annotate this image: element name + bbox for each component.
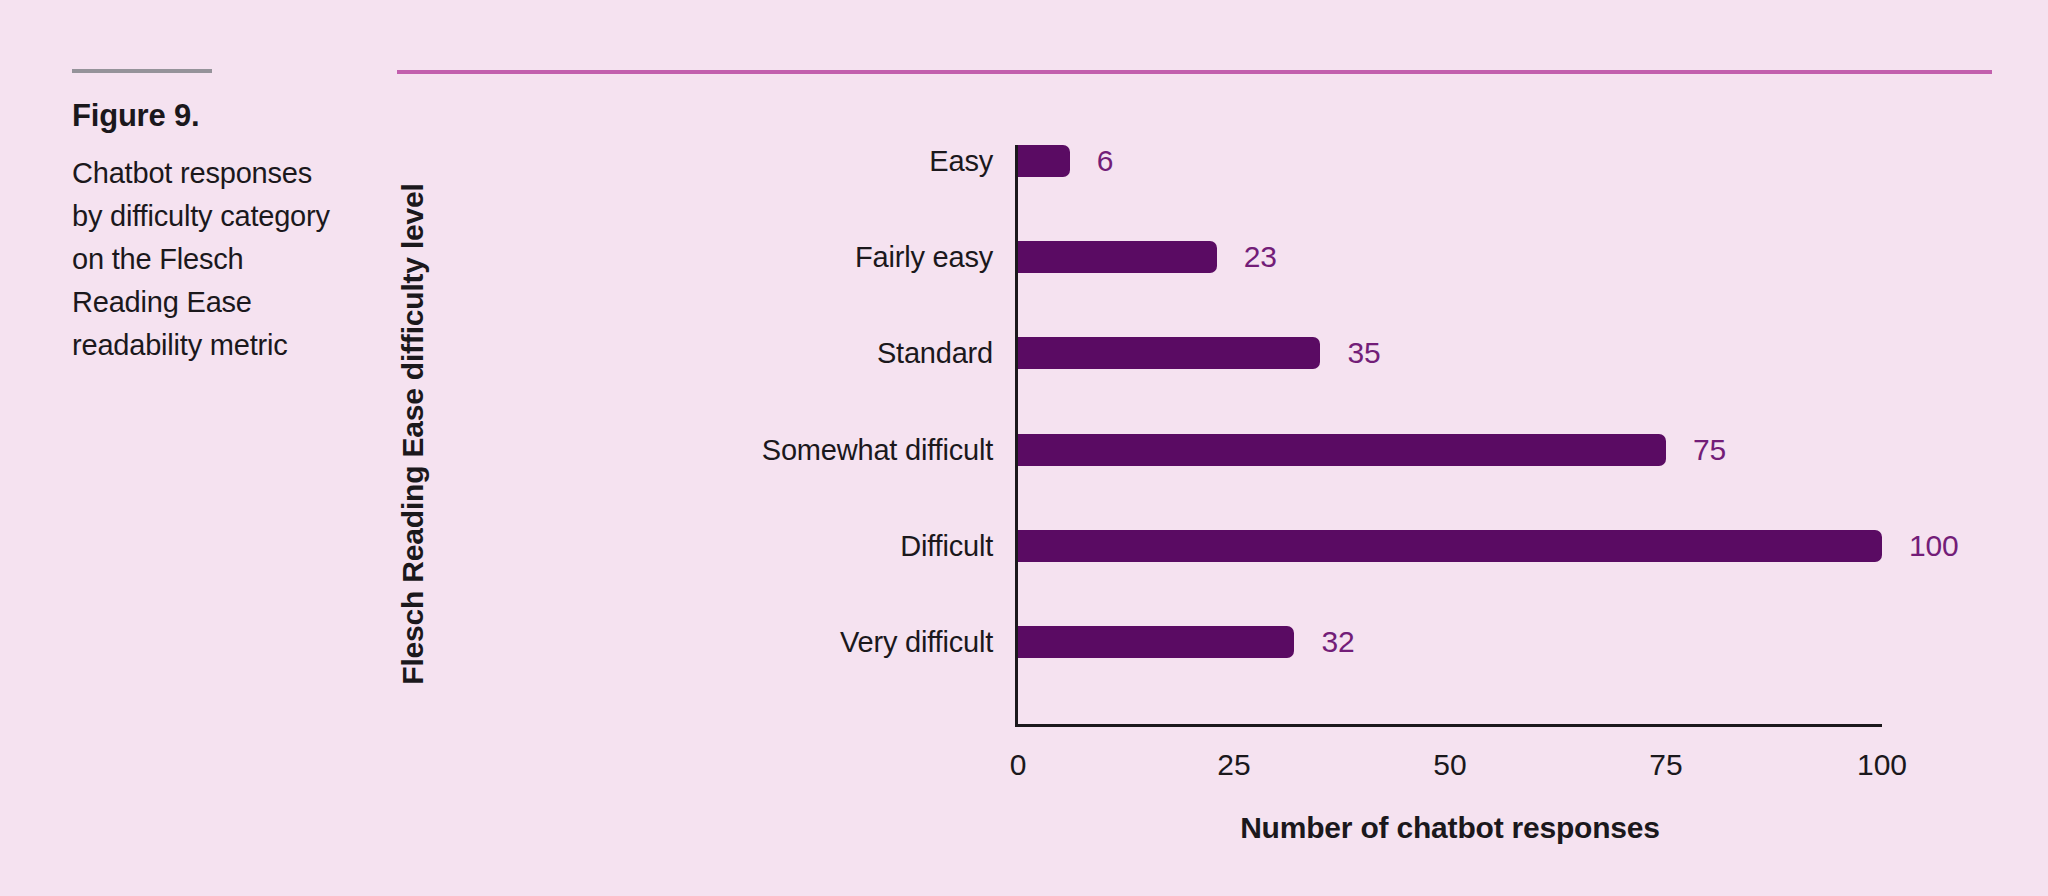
value-label: 32 bbox=[1321, 627, 1354, 657]
bar bbox=[1018, 434, 1666, 466]
x-axis-title: Number of chatbot responses bbox=[1018, 811, 1882, 845]
value-label: 6 bbox=[1097, 146, 1114, 176]
figure-caption: Chatbot responses by difficulty category… bbox=[72, 152, 342, 367]
category-label: Very difficult bbox=[840, 628, 993, 657]
value-label: 35 bbox=[1347, 338, 1380, 368]
category-label: Somewhat difficult bbox=[762, 435, 993, 464]
accent-divider-line bbox=[397, 70, 1992, 74]
x-tick-label: 25 bbox=[1174, 750, 1294, 780]
value-label: 100 bbox=[1909, 531, 1958, 561]
x-tick-label: 50 bbox=[1390, 750, 1510, 780]
category-label: Easy bbox=[929, 147, 993, 176]
figure-caption-block: Figure 9. Chatbot responses by difficult… bbox=[72, 98, 352, 367]
category-label: Fairly easy bbox=[855, 243, 993, 272]
value-label: 23 bbox=[1244, 242, 1277, 272]
bar bbox=[1018, 626, 1294, 658]
bar bbox=[1018, 145, 1070, 177]
value-label: 75 bbox=[1693, 435, 1726, 465]
figure-rule bbox=[72, 69, 212, 73]
y-axis-title: Flesch Reading Ease difficulty level bbox=[396, 183, 430, 684]
category-label: Difficult bbox=[900, 531, 993, 560]
figure-label: Figure 9. bbox=[72, 98, 352, 134]
category-label: Standard bbox=[877, 339, 993, 368]
plot-area: Number of chatbot responses Easy6Fairly … bbox=[1015, 145, 1882, 727]
bar bbox=[1018, 530, 1882, 562]
x-tick-label: 100 bbox=[1822, 750, 1942, 780]
x-tick-label: 75 bbox=[1606, 750, 1726, 780]
bar bbox=[1018, 337, 1320, 369]
bar bbox=[1018, 241, 1217, 273]
x-tick-label: 0 bbox=[958, 750, 1078, 780]
